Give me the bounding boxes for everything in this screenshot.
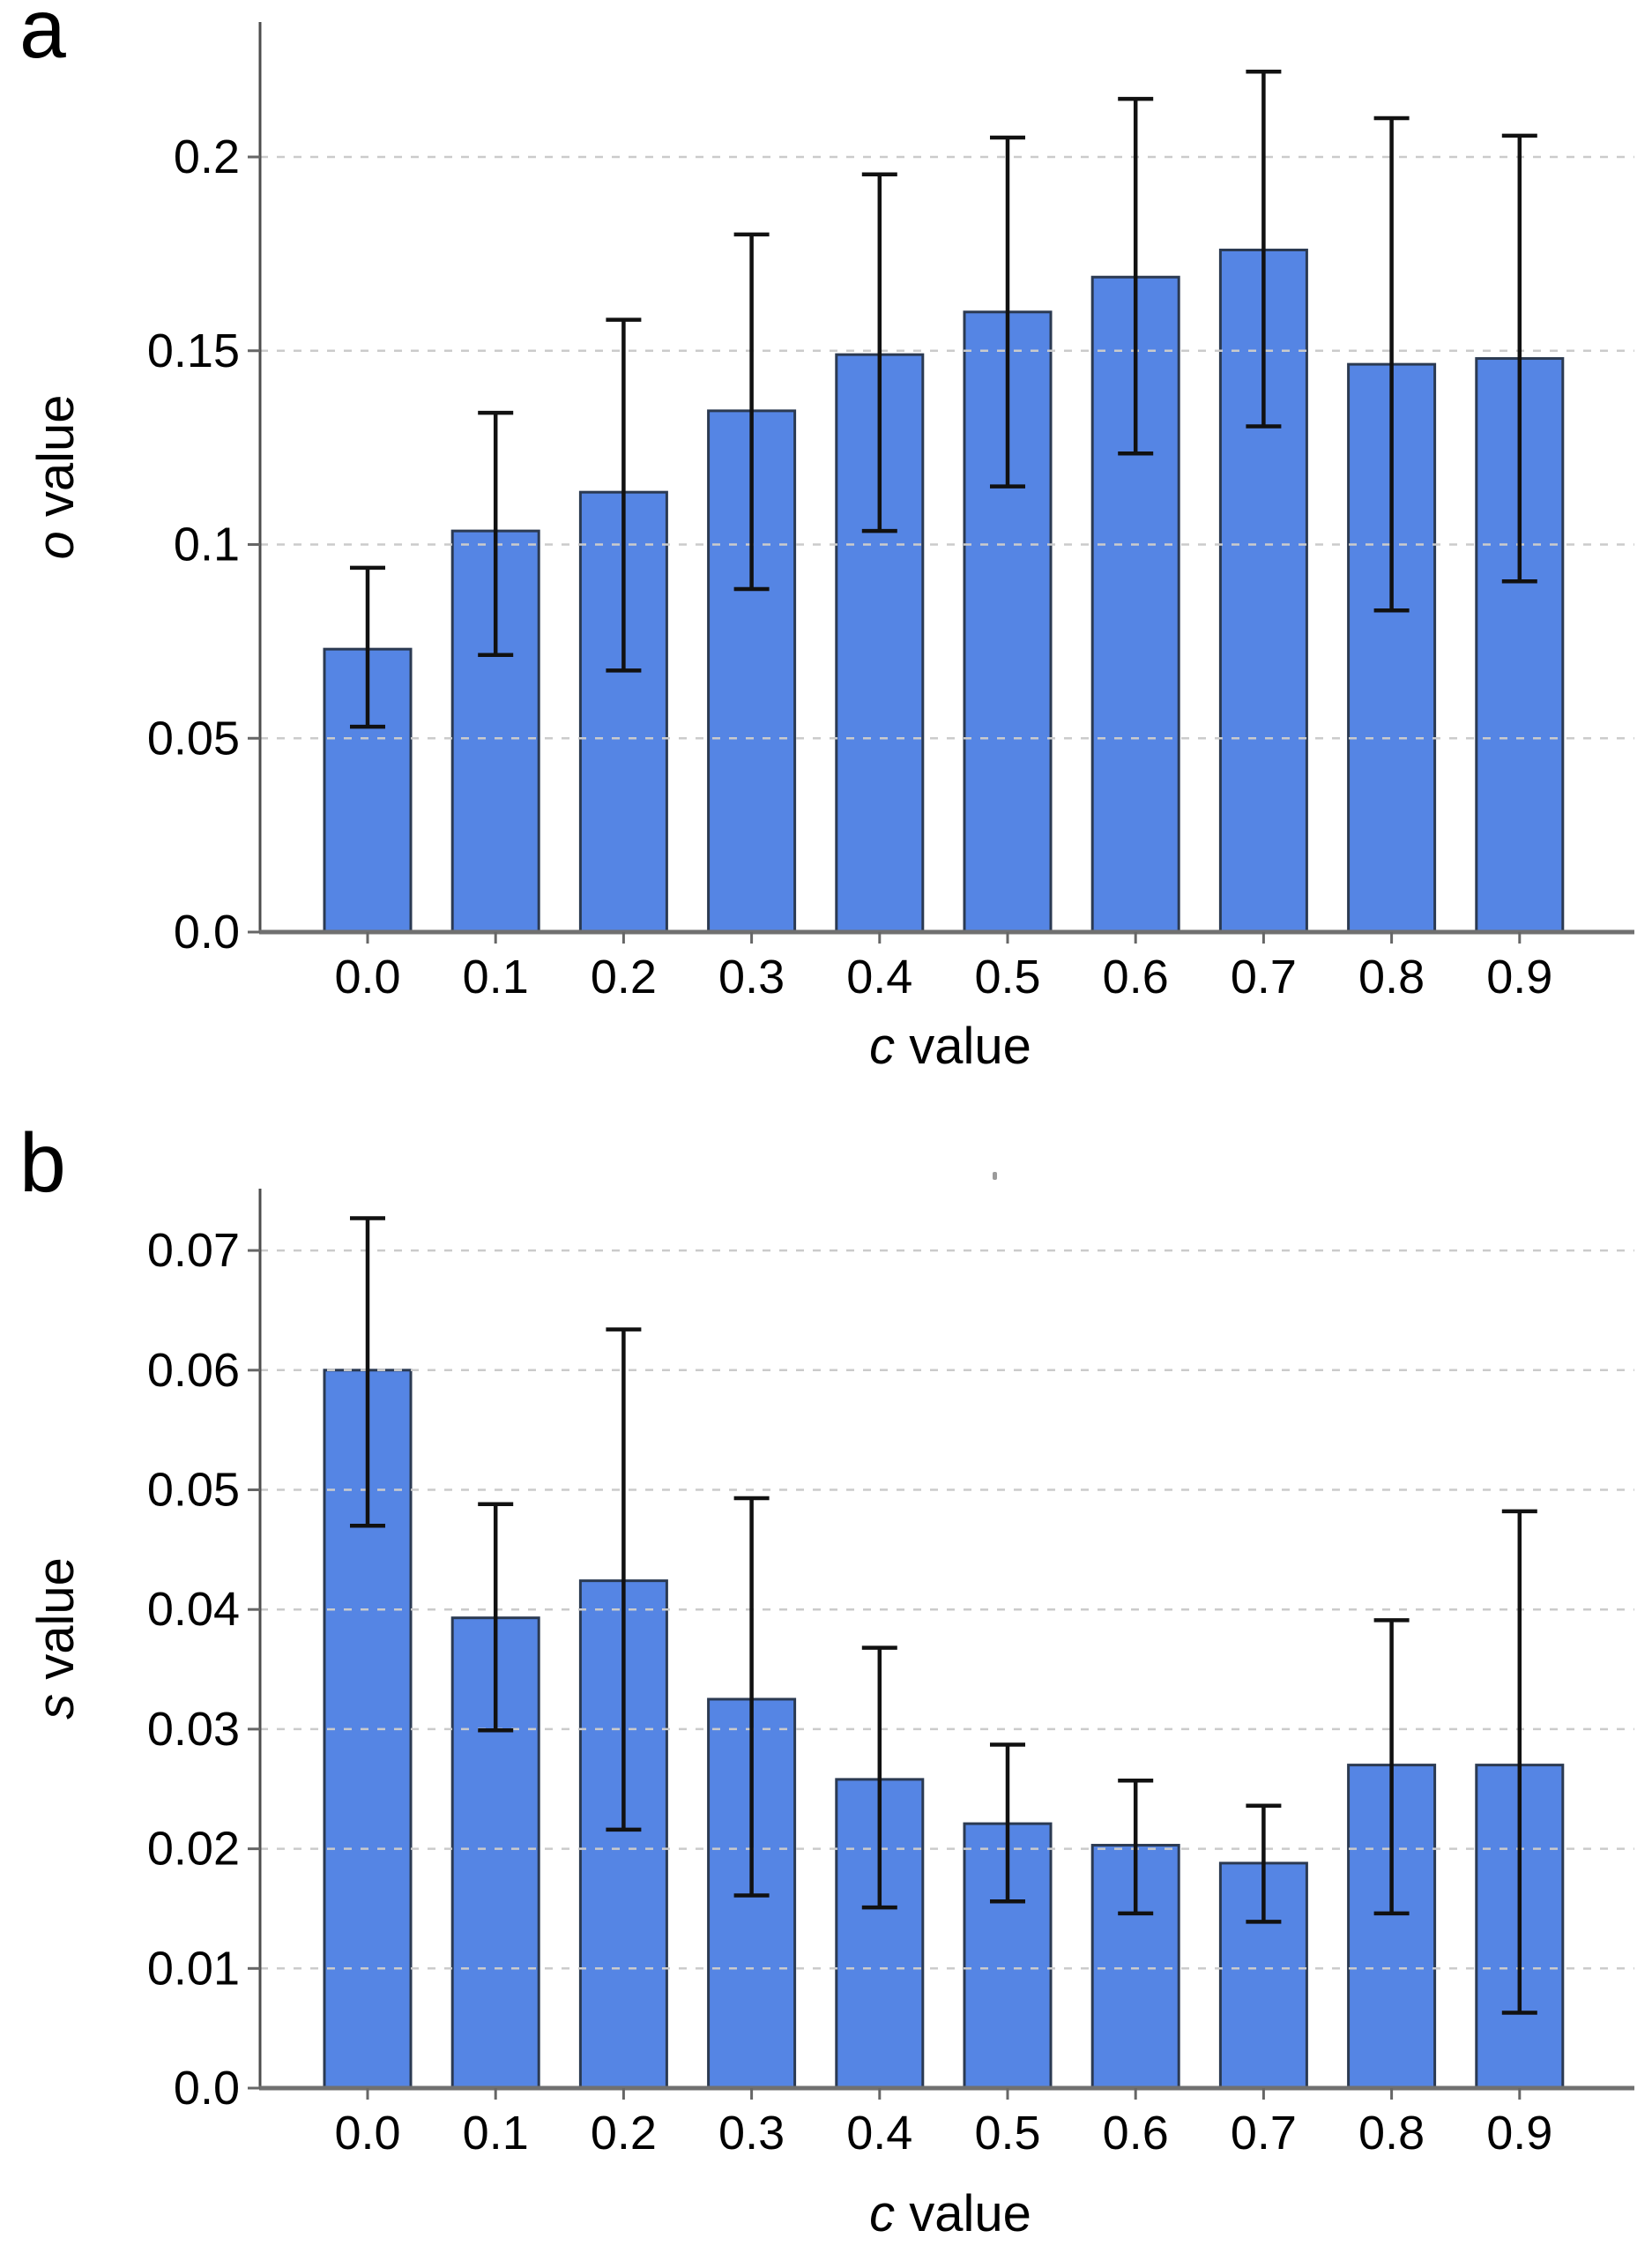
x-tick-label: 0.4 <box>846 951 912 1003</box>
x-tick-label: 0.9 <box>1486 2107 1552 2160</box>
x-tick-label: 0.0 <box>334 951 400 1003</box>
error-bar-c0.8 <box>1373 1618 1410 1916</box>
error-bar-c0.6 <box>1118 96 1154 456</box>
x-tick-label: 0.8 <box>1358 951 1425 1003</box>
y-tick-label: 0.06 <box>147 1344 240 1397</box>
y-tick-label: 0.0 <box>174 906 240 959</box>
panel-b: 0.0 0.01 0.02 0.03 0.04 0.05 0.06 0.07 0.0 0.1 0.2… <box>27 1189 1634 2242</box>
error-bar-c0.0 <box>350 565 385 729</box>
error-bar-c0.3 <box>733 1496 770 1898</box>
y-tick-label: 0.03 <box>147 1703 240 1756</box>
x-tick-label: 0.6 <box>1103 2107 1169 2160</box>
x-tick-label: 0.9 <box>1486 951 1552 1003</box>
error-bar-c0.3 <box>733 232 770 592</box>
error-bar-c0.8 <box>1373 116 1410 613</box>
bar-c0.3 <box>707 409 797 934</box>
y-tick-label: 0.15 <box>147 325 240 377</box>
x-tick-label: 0.2 <box>591 951 657 1003</box>
y-tick-label: 0.02 <box>147 1823 240 1876</box>
y-tick-label: 0.1 <box>174 518 240 571</box>
x-tick-label: 0.6 <box>1103 951 1169 1003</box>
x-tick-label: 0.5 <box>974 951 1040 1003</box>
y-tick-label: 0.2 <box>174 131 240 183</box>
error-bar-c0.7 <box>1246 70 1282 429</box>
x-tick-label: 0.3 <box>718 951 785 1003</box>
panel-label-b: b <box>19 1116 66 1210</box>
error-bar-c0.0 <box>350 1216 385 1528</box>
error-bar-c0.7 <box>1246 1803 1282 1924</box>
error-bar-c0.5 <box>990 1742 1025 1904</box>
x-tick-label: 0.8 <box>1358 2107 1425 2160</box>
x-tick-label: 0.7 <box>1231 2107 1297 2160</box>
panel-a: 0.0 0.05 0.1 0.15 0.2 0.0 0.1 0.2 0.3 0.4 0.5 0.6 0.… <box>27 22 1634 1075</box>
y-tick-label: 0.07 <box>147 1224 240 1277</box>
x-tick-label: 0.2 <box>591 2107 657 2160</box>
stray-mark-dot <box>993 1172 997 1180</box>
error-bar-c0.4 <box>861 1645 897 1910</box>
error-bar-c0.1 <box>478 1502 514 1733</box>
error-bar-c0.1 <box>478 410 514 658</box>
error-bar-c0.9 <box>1501 1509 1537 2015</box>
x-tick-label: 0.7 <box>1231 951 1297 1003</box>
y-tick-label: 0.01 <box>147 1942 240 1995</box>
y-axis-label: s value <box>27 1557 85 1720</box>
x-tick-label: 0.1 <box>463 951 529 1003</box>
x-axis-label: c value <box>869 2185 1031 2242</box>
x-tick-label: 0.1 <box>463 2107 529 2160</box>
error-bar-c0.5 <box>990 135 1025 489</box>
error-bar-c0.6 <box>1118 1779 1154 1916</box>
error-bar-c0.2 <box>606 1327 642 1832</box>
x-tick-label: 0.3 <box>718 2107 785 2160</box>
error-bar-c0.9 <box>1501 133 1537 584</box>
y-tick-label: 0.0 <box>174 2062 240 2115</box>
y-tick-label: 0.04 <box>147 1583 240 1636</box>
panel-label-a: a <box>19 0 66 76</box>
error-bar-c0.4 <box>861 172 897 533</box>
y-tick-label: 0.05 <box>147 712 240 765</box>
x-tick-label: 0.0 <box>334 2107 400 2160</box>
y-tick-label: 0.05 <box>147 1464 240 1517</box>
x-tick-label: 0.5 <box>974 2107 1040 2160</box>
x-tick-label: 0.4 <box>846 2107 912 2160</box>
error-bar-c0.2 <box>606 317 642 673</box>
y-axis-label: o value <box>27 394 85 559</box>
x-axis-label: c value <box>869 1018 1031 1075</box>
